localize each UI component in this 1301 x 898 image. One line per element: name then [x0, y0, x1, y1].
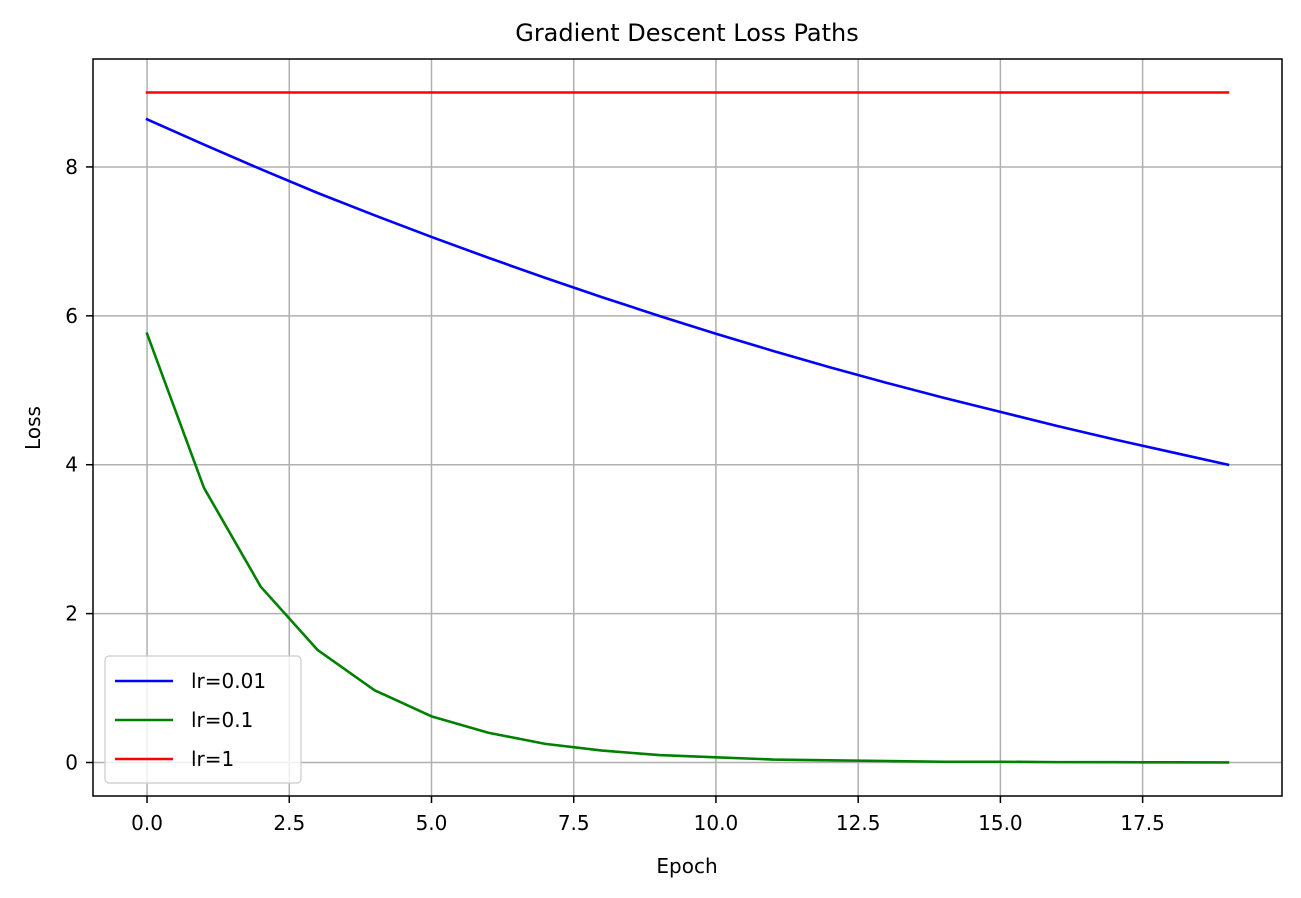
y-tick-label: 2 [65, 602, 78, 626]
x-axis-label: Epoch [656, 854, 717, 878]
series-line-lr-0-01 [145, 117, 1230, 467]
x-tick-label: 2.5 [273, 811, 305, 835]
y-axis: 0 2 4 6 8 [65, 155, 93, 775]
legend-box [104, 655, 302, 784]
y-tick-label: 6 [65, 304, 78, 328]
x-tick-label: 5.0 [416, 811, 448, 835]
x-tick-label: 10.0 [694, 811, 739, 835]
legend: lr=0.01 lr=0.1 lr=1 [104, 655, 302, 784]
grid [93, 59, 1282, 796]
x-axis: 0.0 2.5 5.0 7.5 10.0 12.5 15.0 17.5 [131, 796, 1165, 835]
x-tick-label: 12.5 [836, 811, 881, 835]
series-line-lr-0-1 [145, 332, 1230, 764]
y-axis-label: Loss [21, 406, 45, 450]
legend-label: lr=1 [191, 747, 234, 771]
chart-title: Gradient Descent Loss Paths [515, 19, 859, 47]
x-tick-label: 7.5 [558, 811, 590, 835]
series-lines [145, 91, 1230, 764]
y-tick-label: 8 [65, 155, 78, 179]
plot-frame [92, 58, 1283, 797]
y-tick-label: 4 [65, 453, 78, 477]
x-tick-label: 0.0 [131, 811, 163, 835]
legend-label: lr=0.1 [191, 708, 253, 732]
x-tick-label: 15.0 [978, 811, 1023, 835]
legend-label: lr=0.01 [191, 669, 266, 693]
y-tick-label: 0 [65, 751, 78, 775]
x-tick-label: 17.5 [1120, 811, 1165, 835]
